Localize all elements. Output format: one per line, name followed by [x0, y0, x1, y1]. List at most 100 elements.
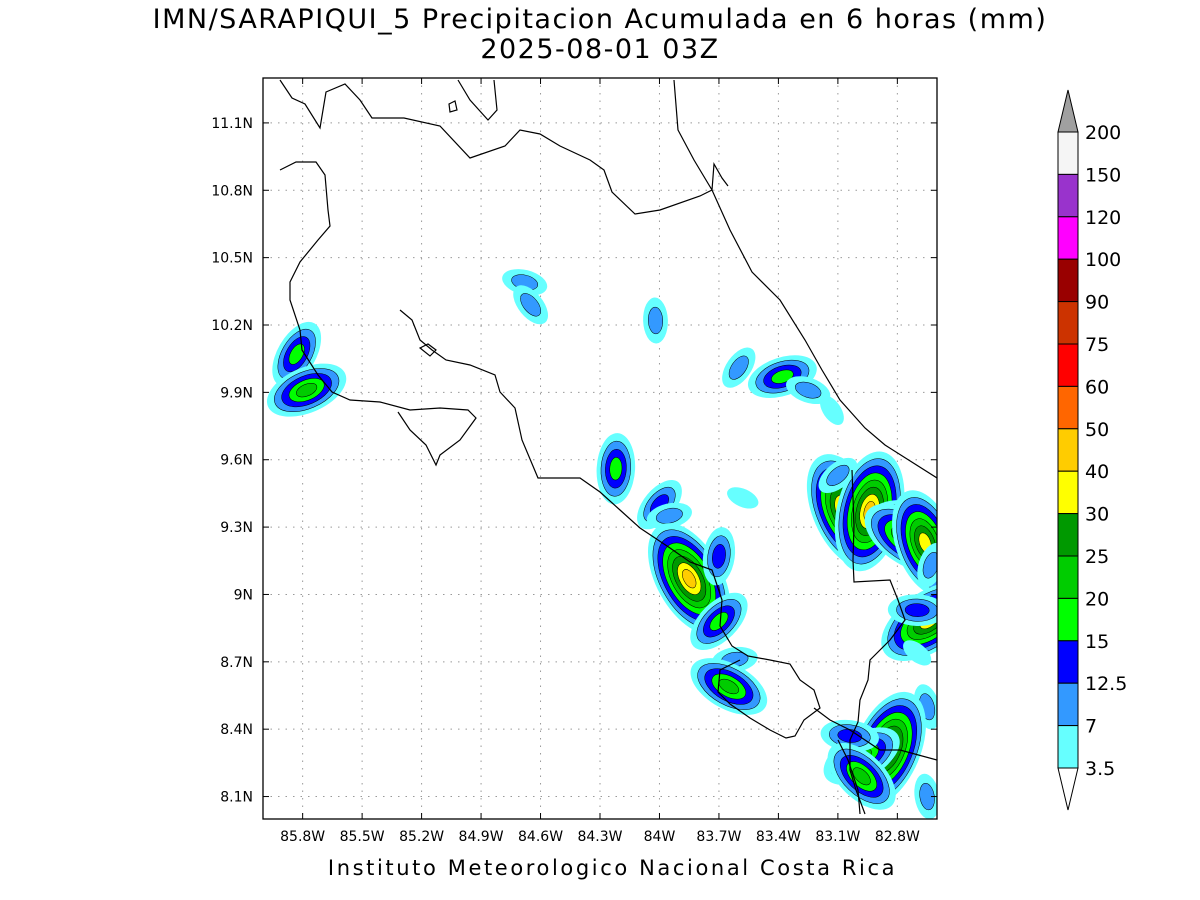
colorbar-level-label: 3.5 — [1085, 758, 1115, 780]
precip-cell — [786, 376, 831, 405]
colorbar-level-label: 200 — [1085, 122, 1121, 144]
precip-contour-level — [903, 640, 932, 666]
colorbar-level-label: 25 — [1085, 546, 1109, 568]
colorbar-bin — [1057, 597, 1079, 642]
nicaragua-lake-shore — [457, 79, 498, 121]
lake-island — [448, 100, 458, 113]
colorbar-level-label: 50 — [1085, 419, 1109, 441]
x-tick-label: 84W — [644, 829, 676, 845]
precipitation-contours — [266, 269, 937, 819]
x-tick-label: 84.3W — [577, 829, 622, 845]
gulf-of-nicoya-shore — [399, 309, 749, 657]
colorbar-bin — [1057, 555, 1079, 599]
nicaragua-coastline — [279, 79, 729, 215]
colorbar-level-label: 30 — [1085, 504, 1109, 526]
precip-contour-level — [682, 569, 697, 589]
osa-peninsula — [717, 655, 821, 739]
precip-contour-level — [919, 782, 935, 811]
nicoya-lake-island — [418, 343, 437, 357]
caribbean-coastline — [673, 79, 937, 479]
y-tick-label: 10.2N — [211, 318, 253, 334]
x-tick-label: 84.6W — [518, 829, 563, 845]
map-subtitle-datetime: 2025-08-01 03Z — [480, 34, 720, 65]
colorbar-bin — [1057, 640, 1079, 684]
precip-cell — [820, 719, 879, 753]
precip-cell — [727, 487, 759, 509]
precip-cell — [818, 457, 858, 494]
x-tick-label: 83.7W — [696, 829, 741, 845]
precip-cell — [690, 658, 768, 715]
precip-cell — [596, 433, 636, 505]
precip-cell — [722, 347, 756, 388]
institution-footer: Instituto Meteorologico Nacional Costa R… — [327, 856, 898, 880]
precip-cell — [903, 640, 932, 666]
y-tick-label: 8.4N — [220, 722, 253, 738]
y-tick-label: 11.1N — [211, 116, 253, 132]
precip-contour-level — [709, 612, 729, 631]
precip-contour-level — [712, 544, 726, 569]
y-tick-label: 8.1N — [220, 790, 253, 806]
precip-contour-level — [819, 395, 844, 426]
colorbar-bin — [1057, 385, 1079, 430]
precipitation-colorbar: 3.5 7 12.5 15 20 25 30 40 50 60 75 90 100 120 150 200 — [1057, 89, 1127, 811]
colorbar-bin — [1057, 258, 1079, 303]
x-tick-label: 84.9W — [459, 829, 504, 845]
precip-contour-level — [904, 603, 930, 617]
map-background — [263, 78, 937, 819]
y-tick-label: 9N — [234, 587, 253, 603]
colorbar-level-label: 75 — [1085, 334, 1109, 356]
colorbar-level-label: 100 — [1085, 249, 1121, 271]
precip-cell — [819, 395, 844, 426]
precip-cell — [892, 490, 937, 596]
colorbar-bin — [1057, 725, 1079, 769]
colorbar-level-label: 90 — [1085, 292, 1109, 314]
colorbar-bin — [1057, 216, 1079, 260]
coastline-borders — [279, 79, 937, 815]
precip-contour-level — [609, 457, 623, 481]
x-tick-label: 82.8W — [875, 829, 920, 845]
burica-peninsula — [837, 739, 861, 815]
precip-cell — [827, 742, 896, 810]
colorbar-level-label: 150 — [1085, 164, 1121, 186]
pacific-coastline-north — [279, 161, 477, 467]
colorbar-level-label: 20 — [1085, 588, 1109, 610]
longitude-axis: 85.8W 85.5W 85.2W 84.9W 84.6W 84.3W 84W 83.7W 83… — [280, 78, 920, 845]
y-tick-label: 9.9N — [220, 385, 253, 401]
x-tick-label: 83.1W — [815, 829, 860, 845]
colorbar-bin — [1057, 428, 1079, 472]
precip-cell — [914, 773, 937, 819]
precip-contour-level — [648, 306, 663, 335]
colorbar-overflow-triangle — [1057, 89, 1079, 133]
precip-cell — [917, 543, 937, 588]
x-tick-label: 83.4W — [756, 829, 801, 845]
precip-cell — [702, 527, 736, 586]
colorbar-level-label: 120 — [1085, 207, 1121, 229]
map-title: IMN/SARAPIQUI_5 Precipitacion Acumulada … — [152, 4, 1048, 35]
colorbar-level-label: 12.5 — [1085, 673, 1127, 695]
y-tick-label: 10.5N — [211, 251, 253, 267]
colorbar-level-label: 15 — [1085, 631, 1109, 653]
colorbar-bin — [1057, 513, 1079, 557]
precip-cell — [266, 363, 347, 417]
panama-border — [849, 469, 906, 815]
precip-contour-level — [794, 381, 822, 399]
precip-cell — [646, 502, 692, 530]
colorbar-bin — [1057, 682, 1079, 727]
precip-contour-level — [922, 552, 937, 579]
x-tick-label: 85.5W — [340, 829, 385, 845]
colorbar-bin — [1057, 131, 1079, 175]
colorbar-underflow-triangle — [1057, 767, 1079, 811]
precip-contour-level — [728, 355, 749, 380]
precip-cell — [690, 592, 748, 651]
precip-contour-level — [852, 767, 871, 786]
latitude-axis: 11.1N 10.8N 10.5N 10.2N 9.9N 9.6N 9.3N 9N 8.7N 8.… — [211, 116, 937, 806]
y-tick-label: 9.3N — [220, 520, 253, 536]
y-tick-label: 9.6N — [220, 453, 253, 469]
colorbar-bin — [1057, 470, 1079, 515]
colorbar-level-label: 60 — [1085, 376, 1109, 398]
x-tick-label: 85.2W — [399, 829, 444, 845]
golfito-coast — [813, 707, 937, 761]
y-tick-label: 8.7N — [220, 655, 253, 671]
colorbar-level-label: 7 — [1085, 716, 1097, 738]
colorbar-bin — [1057, 301, 1079, 345]
